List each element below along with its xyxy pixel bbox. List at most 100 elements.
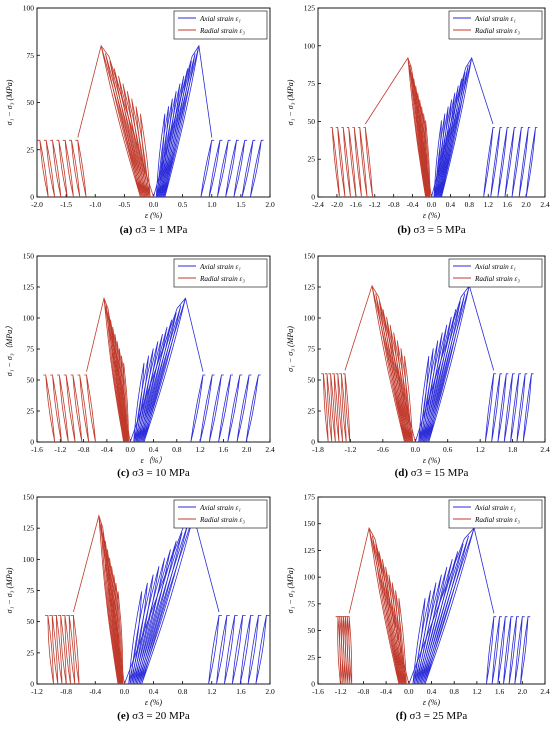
radial-strain-line	[341, 127, 351, 197]
axial-strain-line	[497, 616, 508, 684]
y-tick-label: 0	[30, 680, 34, 689]
caption-letter: (d)	[395, 467, 411, 479]
curve-group	[321, 284, 534, 442]
axial-strain-line	[518, 127, 531, 197]
caption-text: σ3 = 1 MPa	[135, 224, 187, 236]
panel-caption: (c) σ3 = 10 MPa	[117, 467, 190, 479]
x-tick-label: 1.2	[472, 687, 482, 696]
axial-strain-line	[423, 535, 469, 684]
axial-strain-line	[438, 78, 462, 197]
axial-strain-line	[245, 374, 261, 442]
x-tick-label: -1.2	[31, 687, 43, 696]
y-tick-label: 125	[304, 4, 316, 13]
y-tick-label: 150	[23, 493, 35, 502]
x-axis-label: ε (%)	[423, 698, 440, 707]
radial-strain-line	[335, 373, 343, 442]
axial-strain-line	[134, 355, 149, 442]
radial-strain-line	[62, 615, 71, 684]
axial-strain-line	[128, 591, 143, 684]
radial-strain-line	[69, 139, 81, 197]
radial-strain-line	[357, 127, 368, 197]
axial-strain-line	[422, 324, 448, 442]
x-tick-label: 2.0	[518, 687, 528, 696]
y-tick-label: 75	[27, 345, 35, 354]
axial-strain-line	[490, 127, 502, 197]
radial-strain-line	[43, 374, 56, 442]
y-tick-label: 125	[23, 283, 35, 292]
x-tick-label: -1.2	[344, 445, 356, 454]
panel-caption: (b) σ3 = 5 MPa	[397, 224, 465, 236]
x-tick-label: 0.0	[120, 687, 130, 696]
axial-strain-line	[436, 99, 452, 197]
y-tick-label: 50	[27, 617, 35, 626]
panel-f: -1.6 -1.2 -0.8 -0.4 0.0 0.4 0.8 1.2 1.6 2.0 2.4 0 25…	[286, 493, 550, 723]
x-tick-label: 1.0	[207, 200, 217, 209]
radial-strain-line	[339, 373, 347, 442]
axial-strain-line	[239, 615, 254, 684]
axial-strain-line	[419, 559, 453, 684]
panel-caption: (e) σ3 = 20 MPa	[117, 710, 190, 722]
legend-box	[173, 499, 268, 529]
radial-strain-line	[126, 91, 148, 197]
y-axis-label: σ₁ − σ₃ (MPa)	[286, 567, 295, 613]
y-axis-label: σ₁ − σ₃ (MPa)	[5, 567, 14, 613]
axial-strain-line	[135, 549, 171, 684]
radial-strain-line	[352, 127, 362, 197]
axial-strain-line	[218, 374, 233, 442]
y-tick-label: 75	[308, 599, 316, 608]
axial-strain-line	[510, 373, 521, 442]
y-tick-label: 75	[27, 51, 35, 60]
axial-strain-line	[233, 139, 248, 197]
axial-strain-line	[514, 616, 525, 684]
x-axis-label: ε (%)	[423, 456, 440, 465]
panel-d: -1.8 -1.2 -0.6 0.0 0.6 1.2 1.8 2.4 0 25 50 75 100 125…	[286, 252, 550, 480]
axial-strain-line	[141, 312, 177, 442]
legend-label: Axial strain ε₁	[199, 263, 241, 271]
axial-strain-line	[133, 362, 145, 442]
axial-strain-line	[124, 514, 220, 684]
axial-strain-line	[511, 127, 524, 197]
y-tick-label: 0	[311, 438, 315, 447]
radial-strain-line	[57, 615, 67, 684]
x-tick-label: 2.0	[521, 200, 531, 209]
radial-strain-line	[43, 139, 55, 197]
axial-strain-line	[208, 374, 224, 442]
axial-strain-line	[137, 334, 163, 442]
axial-strain-line	[255, 615, 270, 684]
radial-strain-line	[409, 64, 427, 197]
panel-a: -2.0 -1.5 -1.0 -0.5 0.0 0.5 1.0 1.5 2.0 0 25 50 75 10…	[5, 4, 275, 237]
legend-label: Axial strain ε₁	[474, 263, 516, 271]
axial-strain-line	[250, 139, 264, 197]
x-tick-label: -1.0	[89, 200, 101, 209]
y-axis-label: σ₁ − σ₃ (MPa)	[5, 79, 14, 125]
axial-strain-line	[440, 64, 469, 197]
y-tick-label: 150	[304, 252, 316, 261]
radial-strain-line	[77, 44, 154, 197]
x-tick-label: -2.4	[312, 200, 324, 209]
axial-strain-line	[217, 139, 231, 197]
curve-group	[37, 44, 264, 197]
x-tick-label: 0.8	[172, 445, 182, 454]
caption-letter: (c)	[117, 467, 132, 479]
x-tick-label: 0.4	[149, 445, 159, 454]
radial-strain-line	[66, 615, 76, 684]
axial-strain-line	[247, 615, 262, 684]
panel-caption: (a) σ3 = 1 MPa	[120, 224, 188, 236]
x-tick-label: 1.2	[207, 687, 217, 696]
radial-strain-line	[100, 524, 119, 684]
radial-strain-line	[335, 616, 341, 684]
radial-strain-line	[140, 113, 151, 197]
x-tick-label: -1.6	[31, 445, 43, 454]
axial-strain-line	[427, 293, 466, 442]
panel-caption: (d) σ3 = 15 MPa	[395, 467, 469, 479]
y-tick-label: 50	[308, 117, 316, 126]
x-tick-label: 0.0	[404, 687, 414, 696]
axial-strain-line	[425, 309, 457, 442]
radial-strain-line	[50, 374, 62, 442]
radial-strain-line	[105, 53, 142, 197]
axial-strain-line	[142, 305, 182, 442]
caption-letter: (a)	[120, 224, 136, 236]
axial-strain-line	[135, 348, 154, 442]
y-tick-label: 0	[30, 193, 34, 202]
y-tick-label: 25	[27, 648, 35, 657]
